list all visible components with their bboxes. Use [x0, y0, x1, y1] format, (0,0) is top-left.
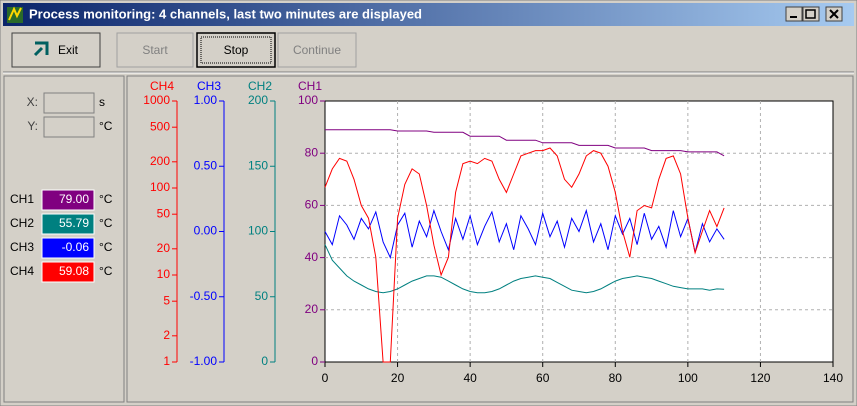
y-tick-label: 1000	[143, 93, 170, 107]
button-label: Continue	[293, 43, 341, 57]
field-unit: °C	[99, 119, 113, 133]
series-line	[324, 244, 725, 294]
stop-button[interactable]: Stop	[196, 32, 276, 68]
readout-value: 59.08	[59, 264, 89, 278]
series-line	[325, 129, 725, 157]
y-tick-label: 50	[157, 206, 171, 220]
channel-unit: °C	[99, 216, 113, 230]
series-line	[324, 147, 725, 363]
start-button: Start	[116, 32, 194, 68]
x-tick-label: 80	[609, 371, 623, 385]
input-field	[43, 92, 95, 114]
readout-box	[41, 261, 95, 283]
y-tick-label: 80	[305, 145, 319, 159]
y-tick-label: 200	[248, 93, 268, 107]
field-unit: s	[99, 95, 105, 109]
y-tick-label: 500	[150, 119, 170, 133]
channel-label: CH1	[10, 192, 34, 206]
x-tick-label: 140	[823, 371, 843, 385]
readout-box	[41, 237, 95, 259]
channel-unit: °C	[99, 264, 113, 278]
x-tick-label: 100	[678, 371, 698, 385]
y-tick-label: -1.00	[190, 354, 218, 368]
y-tick-label: 10	[157, 267, 171, 281]
y-tick-label: 20	[157, 241, 171, 255]
y-tick-label: 50	[255, 289, 269, 303]
y-tick-label: 5	[163, 293, 170, 307]
y-tick-label: 2	[163, 328, 170, 342]
channel-label: CH2	[10, 216, 34, 230]
close-button[interactable]	[825, 6, 843, 22]
maximize-button[interactable]	[802, 6, 820, 22]
continue-button: Continue	[277, 32, 357, 68]
input-field	[43, 116, 95, 138]
y-tick-label: 40	[305, 250, 319, 264]
app-icon	[7, 6, 23, 23]
channel-label: CH4	[10, 264, 34, 278]
y-tick-label: 1	[163, 354, 170, 368]
title-bar	[3, 3, 854, 26]
button-label: Exit	[58, 43, 79, 57]
y-tick-label: 0.50	[194, 158, 218, 172]
y-tick-label: 100	[150, 180, 170, 194]
y-tick-label: 60	[305, 198, 319, 212]
y-tick-label: 0	[261, 354, 268, 368]
button-label: Start	[142, 43, 168, 57]
channel-unit: °C	[99, 240, 113, 254]
field-label: Y:	[27, 119, 38, 133]
readout-value: 79.00	[59, 192, 89, 206]
y-tick-label: 0.00	[194, 224, 218, 238]
field-label: X:	[27, 95, 38, 109]
y-tick-label: 0	[311, 354, 318, 368]
readout-value: 55.79	[59, 216, 89, 230]
x-tick-label: 20	[391, 371, 405, 385]
minimize-button[interactable]	[785, 6, 803, 22]
button-label: Stop	[224, 43, 249, 57]
readout-value: -0.06	[62, 240, 90, 254]
y-tick-label: 100	[298, 93, 318, 107]
y-tick-label: 200	[150, 154, 170, 168]
y-tick-label: 150	[248, 158, 268, 172]
y-tick-label: -0.50	[190, 289, 218, 303]
channel-label: CH3	[10, 240, 34, 254]
channel-unit: °C	[99, 192, 113, 206]
y-tick-label: 1.00	[194, 93, 218, 107]
x-tick-label: 0	[322, 371, 329, 385]
y-tick-label: 100	[248, 224, 268, 238]
x-tick-label: 60	[536, 371, 550, 385]
y-tick-label: 20	[305, 302, 319, 316]
axis-title: CH3	[197, 79, 221, 93]
axis-title: CH1	[298, 79, 322, 93]
exit-button[interactable]: Exit	[11, 32, 101, 68]
readout-box	[41, 189, 95, 211]
x-tick-label: 120	[750, 371, 770, 385]
axis-title: CH2	[248, 79, 272, 93]
readout-box	[41, 213, 95, 235]
axis-title: CH4	[150, 79, 174, 93]
x-tick-label: 40	[463, 371, 477, 385]
window-title: Process monitoring: 4 channels, last two…	[29, 6, 422, 21]
series-line	[324, 208, 725, 260]
